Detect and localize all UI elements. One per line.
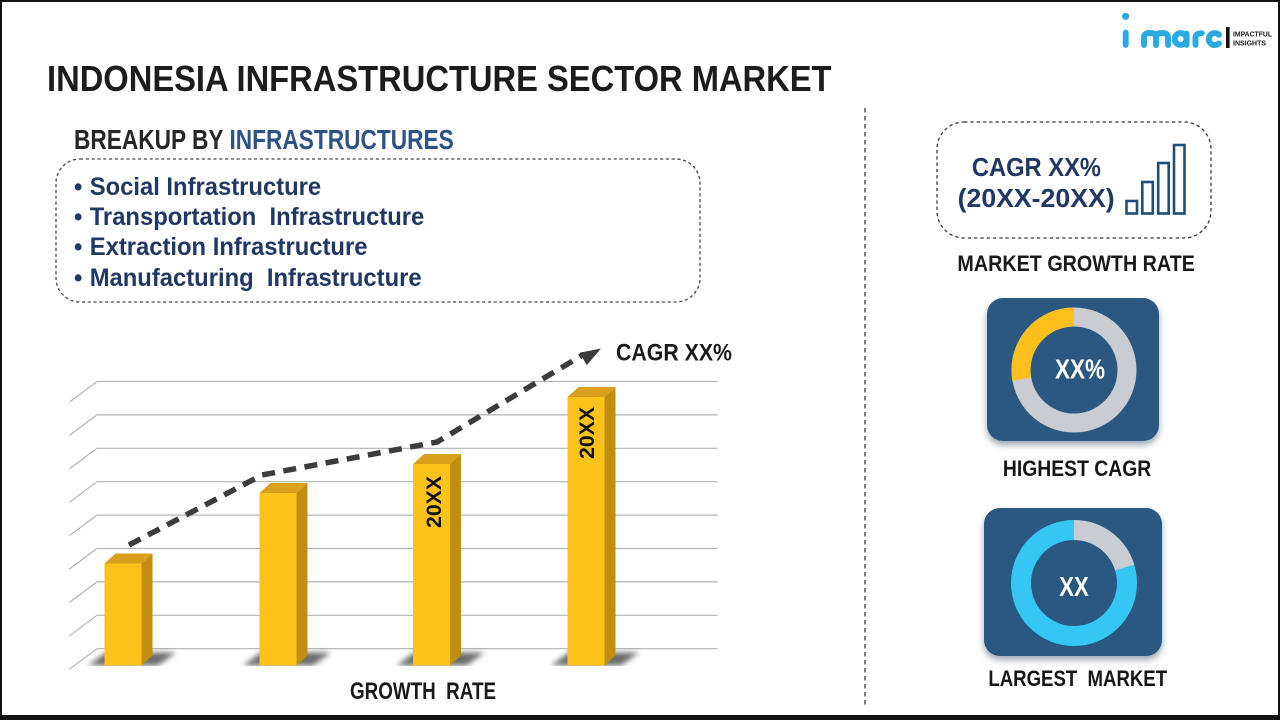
svg-text:20XX: 20XX — [576, 407, 599, 459]
svg-text:20XX: 20XX — [423, 476, 446, 528]
svg-text:INSIGHTS: INSIGHTS — [1233, 38, 1266, 47]
svg-text:XX%: XX% — [1055, 354, 1105, 385]
svg-text:IMPACTFUL: IMPACTFUL — [1233, 30, 1272, 39]
svg-text:XX: XX — [1059, 571, 1089, 602]
svg-text:GROWTH RATE: GROWTH RATE — [350, 678, 496, 705]
svg-text:CAGR XX%: CAGR XX% — [616, 340, 732, 367]
